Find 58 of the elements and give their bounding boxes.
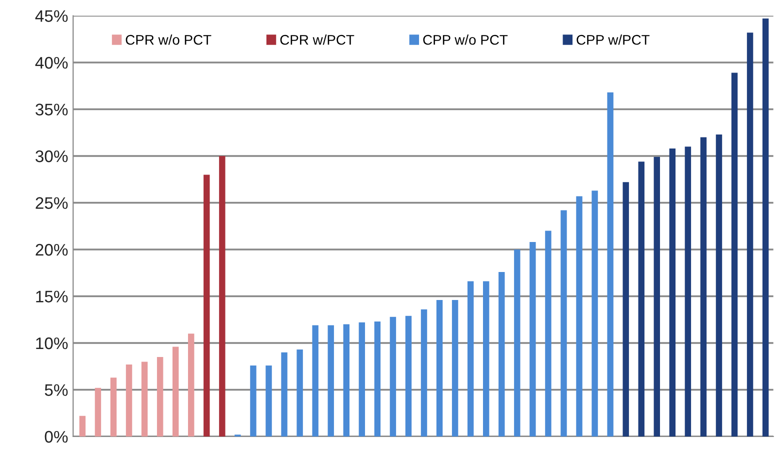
bar xyxy=(328,325,334,436)
bar xyxy=(638,162,644,436)
bar xyxy=(514,250,520,436)
bar xyxy=(312,325,318,436)
bar xyxy=(156,357,164,436)
bar xyxy=(654,156,660,436)
bar xyxy=(266,365,272,436)
bar xyxy=(467,281,474,436)
y-tick-label: 5% xyxy=(44,384,68,396)
bar xyxy=(452,300,458,436)
bar xyxy=(281,352,288,436)
y-tick-label: 40% xyxy=(35,56,68,69)
bar xyxy=(110,378,117,436)
bar xyxy=(219,156,226,436)
bar xyxy=(250,365,256,436)
bar xyxy=(607,92,614,436)
bar xyxy=(746,32,754,436)
bar xyxy=(669,148,676,436)
y-tick-label: 25% xyxy=(36,197,68,209)
y-tick-label: 15% xyxy=(36,290,68,302)
bar xyxy=(79,416,86,436)
bar xyxy=(498,272,505,436)
y-tick-label: 20% xyxy=(36,244,68,256)
bar xyxy=(126,364,132,436)
bar xyxy=(560,210,567,436)
bar xyxy=(700,137,707,436)
y-tick-label: 35% xyxy=(36,104,68,116)
bar xyxy=(420,309,428,436)
y-tick-label: 0% xyxy=(44,430,68,443)
y-tick-label: 30% xyxy=(36,150,68,162)
bar xyxy=(374,321,381,436)
bar xyxy=(622,182,629,436)
bar xyxy=(296,350,303,436)
bar xyxy=(592,190,598,436)
bar xyxy=(716,134,722,436)
bar xyxy=(188,334,194,436)
bar xyxy=(530,242,536,436)
legend-label: CPP w/PCT xyxy=(576,34,650,45)
bar xyxy=(576,196,582,436)
bar xyxy=(483,281,490,436)
legend-label: CPR w/o PCT xyxy=(126,34,212,45)
bar xyxy=(405,316,412,436)
bar xyxy=(343,324,350,436)
bar xyxy=(390,316,396,436)
bar xyxy=(204,174,210,436)
legend-label: CPR w/PCT xyxy=(280,34,354,45)
bar xyxy=(731,72,738,436)
bar xyxy=(141,362,148,436)
bar xyxy=(172,346,179,436)
bar xyxy=(94,388,102,436)
y-tick-label: 10% xyxy=(36,337,68,350)
bar xyxy=(545,230,552,436)
legend-label: CPP w/o PCT xyxy=(423,34,508,45)
bar xyxy=(762,18,769,436)
bar xyxy=(358,322,366,436)
bar xyxy=(684,146,692,436)
y-tick-label: 45% xyxy=(35,10,68,22)
bar xyxy=(436,300,443,436)
